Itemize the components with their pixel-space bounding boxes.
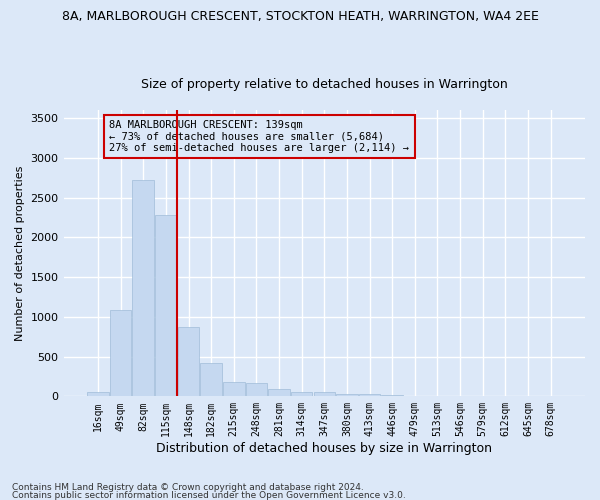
Bar [382, 395, 403, 396]
Text: Contains HM Land Registry data © Crown copyright and database right 2024.: Contains HM Land Registry data © Crown c… [12, 484, 364, 492]
Bar [291, 392, 313, 396]
Bar [178, 327, 199, 396]
Bar [200, 363, 222, 396]
Bar [110, 310, 131, 396]
Bar [155, 215, 176, 396]
Bar [359, 394, 380, 396]
Title: Size of property relative to detached houses in Warrington: Size of property relative to detached ho… [141, 78, 508, 91]
Bar [314, 392, 335, 396]
Bar [245, 383, 267, 396]
X-axis label: Distribution of detached houses by size in Warrington: Distribution of detached houses by size … [156, 442, 492, 455]
Bar [223, 382, 245, 396]
Y-axis label: Number of detached properties: Number of detached properties [15, 166, 25, 341]
Bar [87, 392, 109, 396]
Text: 8A MARLBOROUGH CRESCENT: 139sqm
← 73% of detached houses are smaller (5,684)
27%: 8A MARLBOROUGH CRESCENT: 139sqm ← 73% of… [109, 120, 409, 153]
Text: 8A, MARLBOROUGH CRESCENT, STOCKTON HEATH, WARRINGTON, WA4 2EE: 8A, MARLBOROUGH CRESCENT, STOCKTON HEATH… [62, 10, 538, 23]
Bar [336, 394, 358, 396]
Bar [133, 180, 154, 396]
Bar [268, 389, 290, 396]
Text: Contains public sector information licensed under the Open Government Licence v3: Contains public sector information licen… [12, 490, 406, 500]
